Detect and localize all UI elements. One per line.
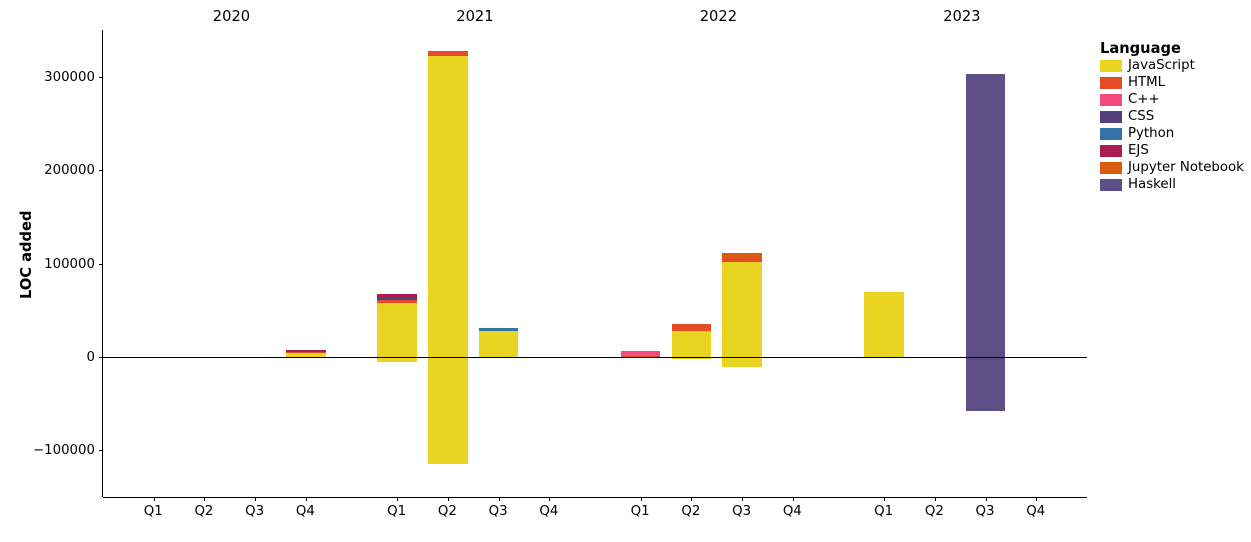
y-tick-label: 200000 [44,163,95,178]
bar-segment [722,258,762,261]
legend-label: EJS [1128,143,1149,158]
y-tick-label: 100000 [44,257,95,272]
legend-swatch [1100,128,1122,140]
x-tick-label: Q4 [783,504,802,519]
y-tick [99,264,103,265]
x-tick-label: Q3 [245,504,264,519]
x-tick-label: Q4 [539,504,558,519]
x-tick-label: Q2 [194,504,213,519]
x-tick [793,497,794,501]
y-tick [99,77,103,78]
legend-label: Jupyter Notebook [1128,160,1244,175]
bar-segment [377,297,417,300]
year-label: 2023 [943,8,980,25]
bar-segment [377,303,417,357]
legend-label: Python [1128,126,1174,141]
x-tick [641,497,642,501]
legend-swatch [1100,145,1122,157]
x-tick-label: Q3 [732,504,751,519]
legend-label: JavaScript [1128,58,1195,73]
legend-swatch [1100,60,1122,72]
bar-segment [966,357,1006,411]
x-tick-label: Q1 [631,504,650,519]
legend-label: HTML [1128,75,1165,90]
legend-title: Language [1100,40,1181,57]
bar-segment [966,74,1006,357]
bar-segment [621,351,661,356]
x-tick-label: Q1 [144,504,163,519]
year-label: 2020 [213,8,250,25]
x-tick-label: Q4 [296,504,315,519]
year-label: 2022 [700,8,737,25]
bar-segment [377,294,417,296]
bar-segment [377,300,417,303]
bar-segment [286,350,326,351]
plot-area [103,30,1087,497]
x-tick [691,497,692,501]
x-tick [154,497,155,501]
zero-line-overlay [103,357,1087,358]
x-tick [499,497,500,501]
legend-swatch [1100,111,1122,123]
year-label: 2021 [456,8,493,25]
y-axis-label: LOC added [18,210,35,298]
y-tick-label: −100000 [33,443,95,458]
x-tick-label: Q2 [438,504,457,519]
x-tick [935,497,936,501]
legend-swatch [1100,77,1122,89]
x-tick-label: Q2 [681,504,700,519]
bar-segment [479,328,519,331]
legend-label: CSS [1128,109,1154,124]
legend-swatch [1100,94,1122,106]
x-tick-label: Q3 [489,504,508,519]
bar-segment [722,357,762,367]
x-tick-label: Q1 [874,504,893,519]
legend-label: Haskell [1128,177,1176,192]
x-tick [884,497,885,501]
loc-added-chart: LOC added −100000 0 100000 200000 300000 Q1 Q2… [0,0,1251,542]
legend-swatch [1100,162,1122,174]
y-tick-label: 300000 [44,70,95,85]
bar-segment [864,292,904,356]
legend-swatch [1100,179,1122,191]
x-tick [1036,497,1037,501]
bar-segment [672,324,712,331]
bar-segment [428,357,468,464]
x-tick [742,497,743,501]
bar-segment [722,262,762,357]
bar-segment [479,331,519,357]
x-tick [397,497,398,501]
y-tick [99,170,103,171]
x-tick [306,497,307,501]
bar-segment [722,253,762,258]
bar-segment [428,51,468,56]
x-tick [549,497,550,501]
x-axis-line [103,497,1087,498]
x-tick [448,497,449,501]
x-tick [986,497,987,501]
x-tick-label: Q4 [1026,504,1045,519]
y-tick-label: 0 [87,350,95,365]
bar-segment [672,331,712,357]
legend-label: C++ [1128,92,1160,107]
y-tick [99,450,103,451]
x-tick [204,497,205,501]
bar-segment [428,56,468,357]
x-tick-label: Q3 [976,504,995,519]
x-tick-label: Q1 [387,504,406,519]
x-tick-label: Q2 [925,504,944,519]
x-tick [255,497,256,501]
